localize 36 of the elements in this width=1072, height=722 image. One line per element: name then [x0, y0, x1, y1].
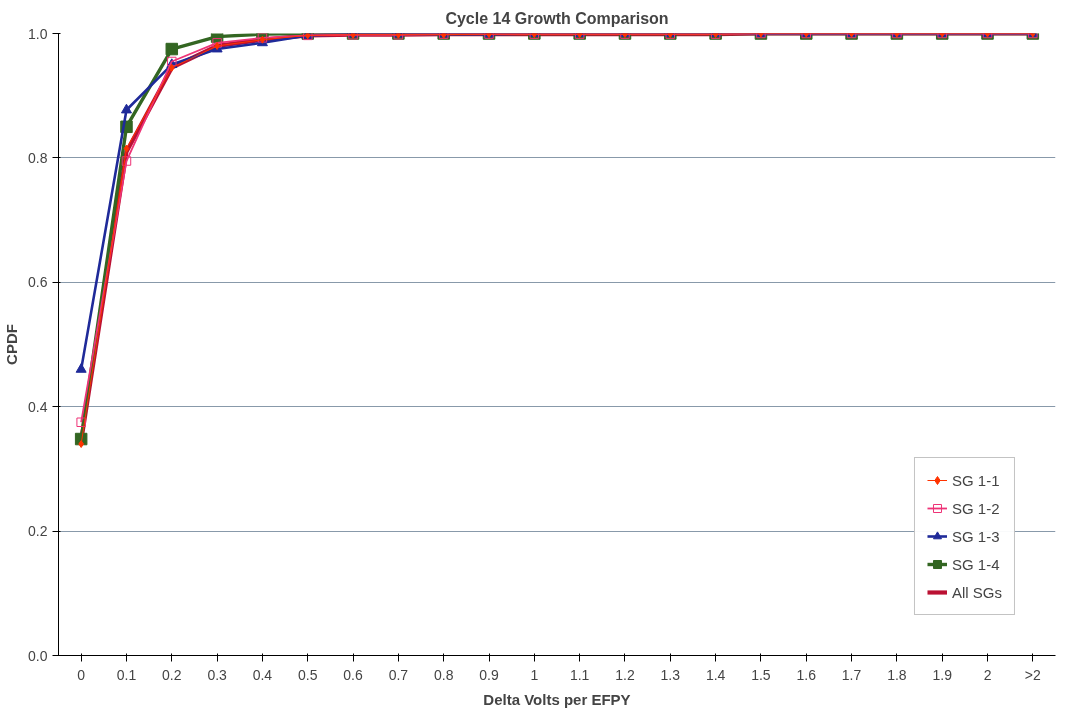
y-tick-label: 0.0 — [28, 647, 48, 664]
x-tick-label: 0.1 — [116, 666, 137, 683]
y-axis-title: CPDF — [3, 324, 21, 365]
x-axis-title: Delta Volts per EFPY — [483, 690, 631, 708]
x-tick-label: 0.2 — [162, 666, 182, 683]
x-tick-label: 1.7 — [841, 666, 862, 683]
y-tick-label: 0.2 — [28, 523, 48, 540]
x-tick-label: 0.9 — [479, 666, 499, 683]
x-tick-label: >2 — [1024, 666, 1042, 683]
y-tick-label: 1.0 — [28, 25, 48, 42]
x-tick-label: 0 — [77, 666, 86, 683]
x-tick-label: 0.3 — [207, 666, 228, 683]
legend-label: SG 1-1 — [951, 471, 1000, 489]
legend-label: SG 1-4 — [951, 555, 1000, 573]
x-tick-label: 0.4 — [252, 666, 273, 683]
x-tick-label: 1 — [530, 666, 539, 683]
x-tick-label: 1.8 — [887, 666, 907, 683]
chart-title: Cycle 14 Growth Comparison — [445, 9, 669, 27]
x-tick-label: 0.7 — [388, 666, 409, 683]
x-tick-label: 1.2 — [615, 666, 635, 683]
x-tick-label: 1.4 — [705, 666, 726, 683]
y-tick-label: 0.4 — [28, 398, 48, 415]
legend-label: All SGs — [951, 583, 1002, 601]
x-tick-label: 1.6 — [796, 666, 817, 683]
x-tick-label: 1.5 — [751, 666, 771, 683]
y-tick-label: 0.6 — [28, 274, 48, 291]
x-tick-label: 0.5 — [298, 666, 318, 683]
x-tick-label: 1.3 — [660, 666, 681, 683]
x-tick-label: 0.6 — [343, 666, 364, 683]
legend-label: SG 1-3 — [951, 527, 1000, 545]
y-tick-label: 0.8 — [28, 149, 48, 166]
x-tick-label: 1.1 — [569, 666, 590, 683]
x-tick-label: 2 — [983, 666, 992, 683]
legend-label: SG 1-2 — [951, 499, 1000, 517]
x-tick-label: 1.9 — [932, 666, 953, 683]
x-tick-label: 0.8 — [433, 666, 454, 683]
